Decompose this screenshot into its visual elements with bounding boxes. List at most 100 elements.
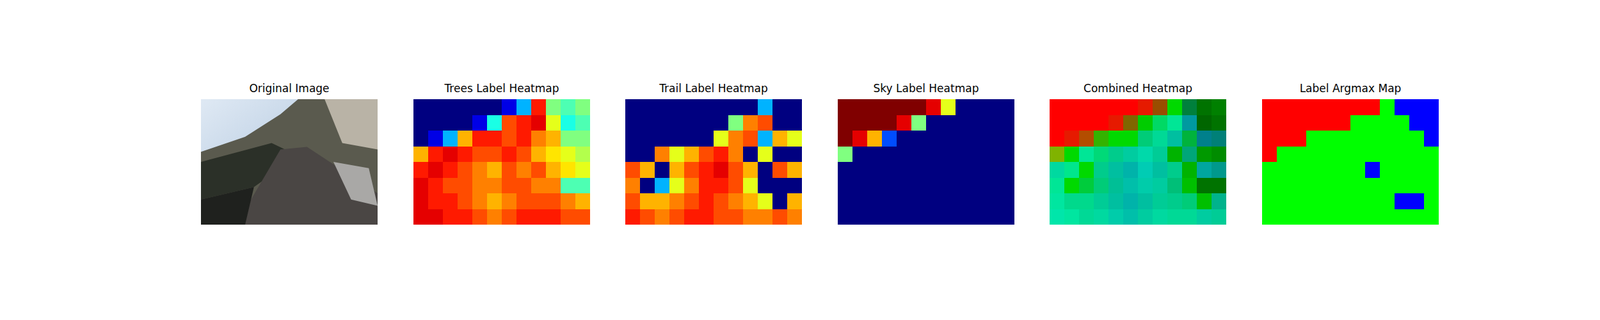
cell: [743, 146, 759, 163]
cell: [940, 161, 957, 178]
cell: [640, 130, 656, 147]
cell: [1137, 209, 1154, 226]
cell: [1350, 115, 1366, 132]
cell: [575, 115, 591, 132]
cell: [625, 193, 641, 210]
cell: [881, 115, 898, 132]
panel-title: Sky Label Heatmap: [873, 81, 980, 95]
cell: [1335, 115, 1352, 132]
cell: [837, 177, 854, 194]
cell: [999, 115, 1015, 132]
cell: [1262, 115, 1278, 132]
cell: [1306, 130, 1322, 147]
cell: [1262, 193, 1278, 210]
cell: [428, 115, 444, 132]
cell: [896, 161, 912, 178]
panel: Sky Label Heatmap: [837, 81, 1016, 226]
cell: [1064, 193, 1080, 210]
cell: [881, 99, 898, 116]
cell: [743, 130, 759, 147]
cell: [669, 115, 685, 132]
cell: [1049, 193, 1065, 210]
cell: [531, 193, 547, 210]
cell: [487, 209, 503, 226]
cell: [625, 146, 641, 163]
cell: [940, 209, 957, 226]
panel-image: [200, 99, 378, 225]
cell: [1276, 209, 1293, 226]
cell: [728, 115, 744, 132]
cell: [1424, 177, 1439, 194]
cell: [1262, 130, 1278, 147]
cell: [1137, 130, 1154, 147]
cell: [487, 130, 503, 147]
cell: [955, 177, 971, 194]
cell: [684, 161, 700, 178]
cell: [926, 177, 942, 194]
cell: [743, 99, 759, 116]
cell: [881, 130, 898, 147]
cell: [1306, 177, 1322, 194]
cell: [442, 209, 459, 226]
cell: [698, 193, 715, 210]
cell: [955, 146, 971, 163]
cell: [560, 193, 576, 210]
cell: [1320, 99, 1337, 116]
cell: [1108, 99, 1124, 116]
cell: [669, 177, 685, 194]
cell: [1167, 193, 1183, 210]
cell: [1108, 115, 1124, 132]
cell: [1182, 177, 1198, 194]
cell: [772, 193, 788, 210]
cell: [926, 193, 942, 210]
cell: [1182, 146, 1198, 163]
cell: [1211, 209, 1227, 226]
cell: [999, 177, 1015, 194]
cell: [881, 161, 898, 178]
cell: [787, 209, 802, 226]
cell: [457, 161, 473, 178]
cell: [442, 130, 459, 147]
cell: [1320, 130, 1337, 147]
cell: [1379, 193, 1396, 210]
cell: [501, 115, 518, 132]
cell: [1365, 209, 1381, 226]
cell: [545, 99, 562, 116]
cell: [1093, 209, 1110, 226]
cell: [728, 161, 744, 178]
cell: [1365, 193, 1381, 210]
cell: [1276, 115, 1293, 132]
cell: [1049, 161, 1065, 178]
cell: [1350, 177, 1366, 194]
cell: [911, 161, 927, 178]
cell: [867, 115, 883, 132]
cell: [1379, 161, 1396, 178]
cell: [1276, 130, 1293, 147]
cell: [1079, 99, 1095, 116]
cell: [1211, 177, 1227, 194]
cell: [911, 193, 927, 210]
cell: [1079, 161, 1095, 178]
cell: [1079, 130, 1095, 147]
cell: [684, 130, 700, 147]
cell: [1276, 146, 1293, 163]
cell: [1365, 177, 1381, 194]
cell: [1409, 130, 1425, 147]
cell: [1123, 161, 1139, 178]
cell: [852, 146, 868, 163]
cell: [1167, 177, 1183, 194]
cell: [698, 130, 715, 147]
cell: [1335, 193, 1352, 210]
cell: [472, 146, 488, 163]
cell: [684, 99, 700, 116]
cell: [654, 130, 671, 147]
cell: [1123, 115, 1139, 132]
cell: [867, 99, 883, 116]
cell: [575, 99, 591, 116]
cell: [516, 99, 532, 116]
cell: [531, 209, 547, 226]
cell: [625, 209, 641, 226]
cell: [940, 115, 957, 132]
cell: [1335, 161, 1352, 178]
cell: [1049, 146, 1065, 163]
